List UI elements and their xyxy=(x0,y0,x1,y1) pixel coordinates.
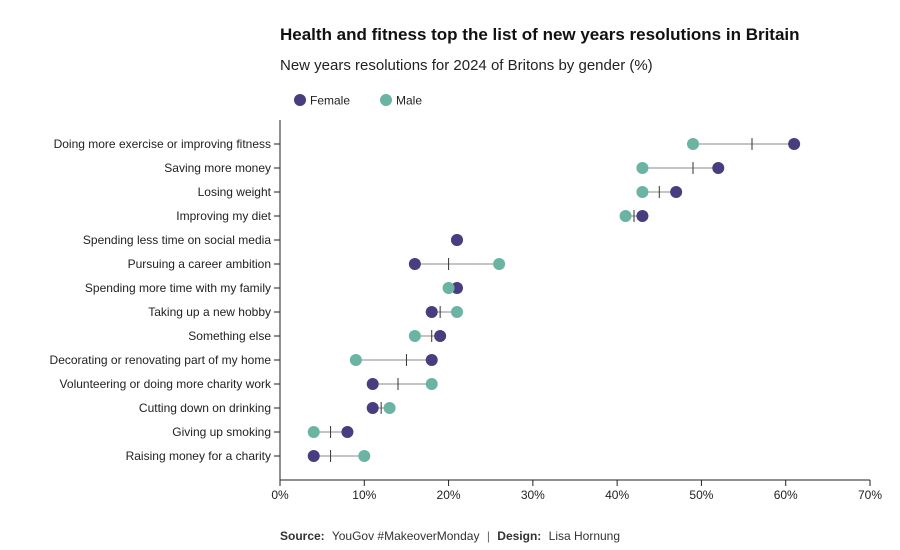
source-note: Source: YouGov #MakeoverMonday | Design:… xyxy=(280,529,620,543)
category-label: Losing weight xyxy=(198,185,272,199)
male-point xyxy=(425,378,438,390)
female-point xyxy=(451,234,463,246)
category-label: Decorating or renovating part of my home xyxy=(50,353,272,367)
female-point xyxy=(425,354,438,366)
category-label: Spending less time on social media xyxy=(83,233,271,247)
category-label: Taking up a new hobby xyxy=(148,305,271,319)
category-label: Pursuing a career ambition xyxy=(128,257,271,271)
male-point xyxy=(687,138,699,150)
data-rows: Doing more exercise or improving fitness… xyxy=(50,137,801,463)
legend-male-marker xyxy=(380,94,392,106)
chart-row: Spending less time on social media xyxy=(83,233,463,247)
source-label: Source: xyxy=(280,529,325,543)
chart-row: Taking up a new hobby xyxy=(148,305,463,319)
female-point xyxy=(307,450,320,462)
male-point xyxy=(636,186,649,198)
female-point xyxy=(366,378,379,390)
x-tick-label: 0% xyxy=(271,488,289,502)
axes: 0% 10% 20% 30% 40% 50% 60% 70% xyxy=(271,120,882,502)
source-text: YouGov #MakeoverMonday xyxy=(332,529,480,543)
chart-row: Saving more money xyxy=(164,161,725,175)
chart-subtitle: New years resolutions for 2024 of Briton… xyxy=(280,57,653,74)
category-label: Something else xyxy=(188,329,271,343)
chart-title: Health and fitness top the list of new y… xyxy=(280,25,800,44)
male-point xyxy=(636,162,649,174)
chart-row: Pursuing a career ambition xyxy=(128,257,506,271)
category-label: Improving my diet xyxy=(176,209,271,223)
chart-row: Volunteering or doing more charity work xyxy=(60,377,438,391)
female-point xyxy=(408,258,421,270)
x-tick-label: 60% xyxy=(774,488,798,502)
chart-row: Improving my diet xyxy=(176,209,649,223)
x-tick-label: 10% xyxy=(352,488,376,502)
category-label: Volunteering or doing more charity work xyxy=(60,377,272,391)
design-label: Design: xyxy=(497,529,541,543)
female-point xyxy=(788,138,801,150)
x-tick-label: 70% xyxy=(858,488,882,502)
male-point xyxy=(349,354,362,366)
male-point xyxy=(442,282,455,294)
category-label: Raising money for a charity xyxy=(126,449,271,463)
legend-female-label: Female xyxy=(310,94,350,108)
male-point xyxy=(358,450,371,462)
chart-row: Doing more exercise or improving fitness xyxy=(54,137,801,151)
category-label: Giving up smoking xyxy=(172,425,271,439)
legend-male-label: Male xyxy=(396,94,422,108)
x-tick-label: 30% xyxy=(521,488,545,502)
x-tick-label: 20% xyxy=(437,488,461,502)
category-label: Saving more money xyxy=(164,161,271,175)
male-point xyxy=(307,426,320,438)
female-point xyxy=(670,186,683,198)
female-point xyxy=(451,282,463,294)
female-point xyxy=(712,162,725,174)
x-tick-label: 50% xyxy=(689,488,713,502)
female-point xyxy=(636,210,649,222)
x-tick-label: 40% xyxy=(605,488,629,502)
category-label: Spending more time with my family xyxy=(85,281,271,295)
male-point xyxy=(408,330,421,342)
chart-row: Raising money for a charity xyxy=(126,449,371,463)
male-point xyxy=(493,258,506,270)
male-point xyxy=(619,210,632,222)
source-separator: | xyxy=(487,529,490,543)
female-point xyxy=(434,330,447,342)
category-label: Cutting down on drinking xyxy=(139,401,271,415)
chart-row: Cutting down on drinking xyxy=(139,401,396,415)
chart-row: Losing weight xyxy=(198,185,683,199)
design-text: Lisa Hornung xyxy=(549,529,620,543)
chart-row: Spending more time with my family xyxy=(85,281,463,295)
male-point xyxy=(383,402,396,414)
legend: Female Male xyxy=(294,94,422,108)
chart-row: Giving up smoking xyxy=(172,425,354,439)
chart-row: Decorating or renovating part of my home xyxy=(50,353,438,367)
chart-row: Something else xyxy=(188,329,447,343)
female-point xyxy=(425,306,438,318)
legend-female-marker xyxy=(294,94,306,106)
category-label: Doing more exercise or improving fitness xyxy=(54,137,271,151)
female-point xyxy=(341,426,354,438)
female-point xyxy=(366,402,379,414)
male-point xyxy=(451,306,463,318)
